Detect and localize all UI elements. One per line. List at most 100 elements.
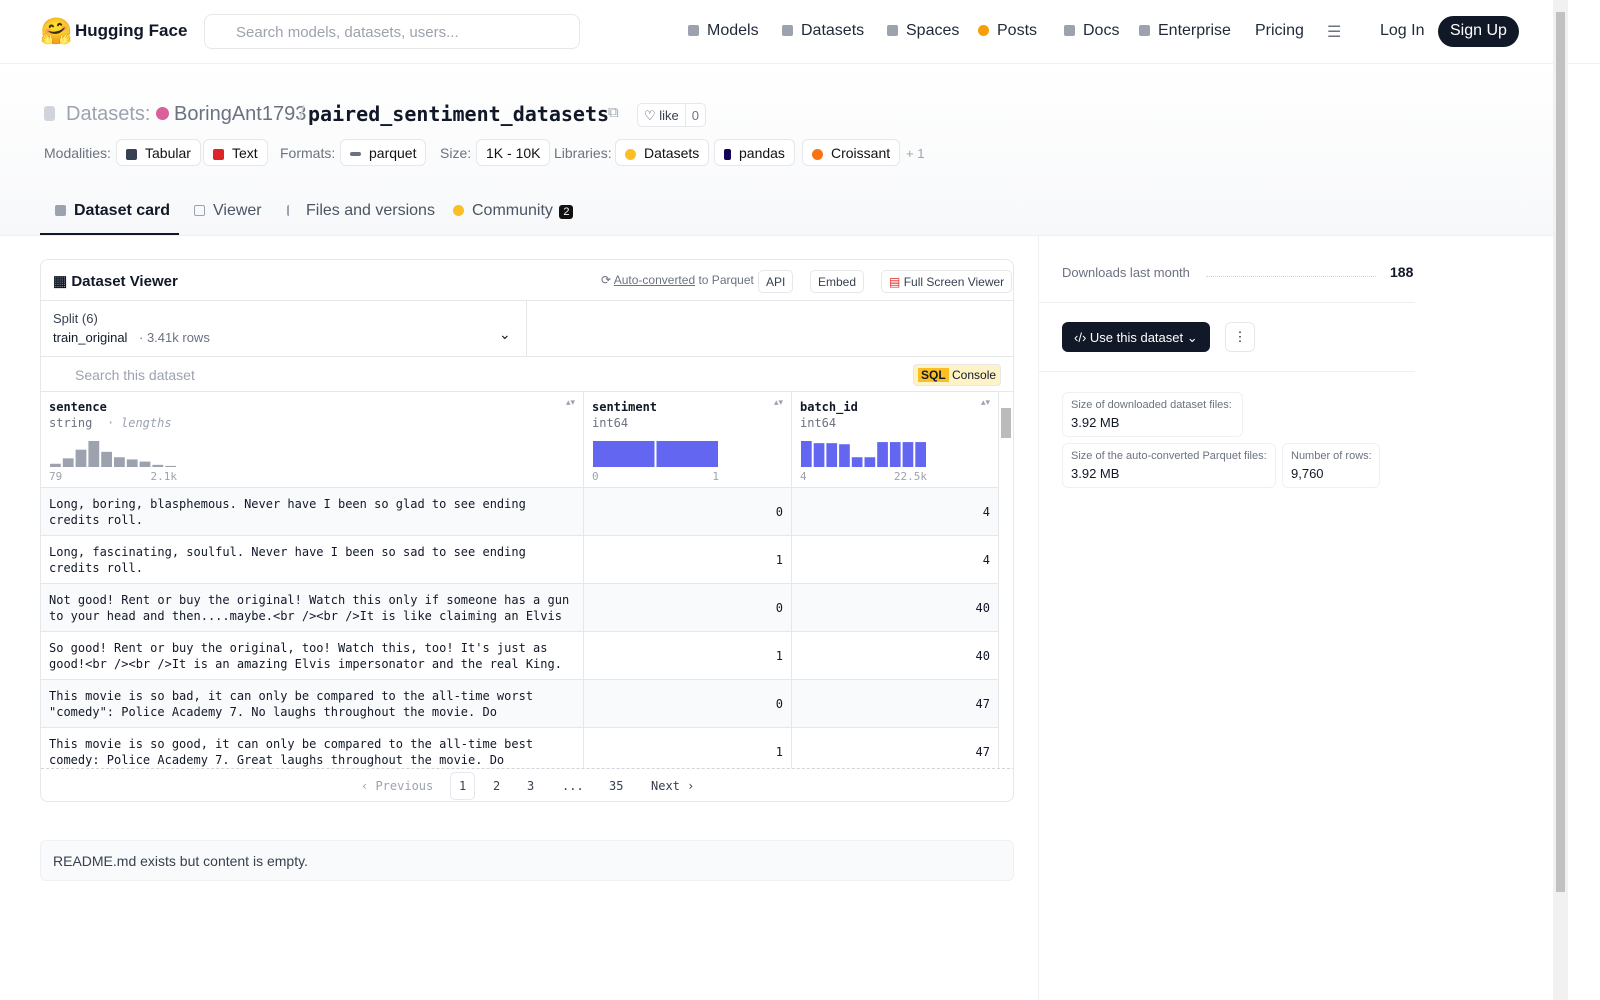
sql-console[interactable]: SQL Console xyxy=(913,364,1002,386)
tag-text: Tabular xyxy=(145,145,191,161)
tag[interactable]: parquet xyxy=(340,139,427,166)
tag[interactable]: Tabular xyxy=(116,139,201,166)
like-label: ♡ like xyxy=(644,108,679,123)
page-link[interactable]: 35 xyxy=(609,779,624,793)
histogram xyxy=(50,441,176,467)
table-cell: 0 xyxy=(584,584,792,632)
cell-text: 0 xyxy=(775,697,783,711)
embed-button[interactable]: Embed xyxy=(810,270,865,293)
tab[interactable]: Viewer xyxy=(194,202,262,220)
column-note: lengths xyxy=(121,416,172,430)
histogram-max: 1 xyxy=(712,470,719,483)
more-button[interactable]: ⋮ xyxy=(1225,322,1255,352)
nav-link[interactable]: Posts xyxy=(978,22,1037,40)
nav-link[interactable]: Pricing xyxy=(1255,22,1304,39)
tags-more[interactable]: + 1 xyxy=(906,146,925,161)
table-cell: 0 xyxy=(584,488,792,536)
copy-button[interactable]: ⧉ xyxy=(608,104,619,121)
tag[interactable]: 1K - 10K xyxy=(476,139,551,166)
tag[interactable]: pandas xyxy=(714,139,795,166)
histogram-min: 4 xyxy=(800,470,807,483)
like-button[interactable]: ♡ like 0 xyxy=(637,103,707,127)
logo-text[interactable]: Hugging Face xyxy=(75,21,188,40)
histogram-bar xyxy=(50,463,61,467)
histogram-min: 0 xyxy=(592,470,599,483)
histogram xyxy=(593,441,718,467)
histogram-bar xyxy=(801,441,812,467)
histogram-bar xyxy=(114,457,125,467)
column-name: sentiment xyxy=(592,400,658,414)
page-link[interactable]: 2 xyxy=(493,779,501,793)
split-select[interactable]: Split (6) train_original · 3.41k rows ⌄ xyxy=(41,300,527,356)
tab[interactable]: Community 2 xyxy=(453,202,574,220)
next-page[interactable]: Next › xyxy=(651,779,695,793)
tab-active[interactable]: Dataset card xyxy=(55,202,170,220)
search-row: Search this dataset SQL Console xyxy=(41,356,1013,392)
auto-converted-link[interactable]: Auto-converted xyxy=(613,273,696,287)
split-name: train_original xyxy=(53,330,128,345)
tag[interactable]: Croissant xyxy=(802,139,901,166)
cell-text: 1 xyxy=(775,649,783,663)
nav-link-text: Docs xyxy=(1083,22,1120,39)
page-current[interactable]: 1 xyxy=(450,772,476,800)
divider xyxy=(1039,371,1415,372)
stat-value: 3.92 MB xyxy=(1071,415,1120,430)
dots xyxy=(1206,276,1376,277)
nav-link[interactable]: Models xyxy=(688,22,759,40)
stat-value: 9,760 xyxy=(1291,466,1324,481)
sort-icon: ▴▾ xyxy=(774,397,784,407)
dataset-search[interactable]: Search this dataset xyxy=(75,367,195,383)
nav-link-text: Posts xyxy=(997,22,1038,39)
page-link[interactable]: 3 xyxy=(527,779,535,793)
nav-link[interactable]: Spaces xyxy=(887,22,959,40)
histogram-max: 2.1k xyxy=(150,470,178,483)
repo-kind: Datasets: xyxy=(66,103,151,125)
use-dataset-button[interactable]: ‹/› Use this dataset ⌄ xyxy=(1062,322,1210,352)
divider xyxy=(1039,302,1415,303)
cell-text: 40 xyxy=(975,649,990,663)
table-cell: 40 xyxy=(792,632,999,680)
tag[interactable]: Text xyxy=(203,139,268,166)
histogram-bar xyxy=(62,458,74,467)
cell-text: This movie is so bad, it can only be com… xyxy=(49,689,534,719)
histogram-bar xyxy=(877,442,888,467)
cell-text: Not good! Rent or buy the original! Watc… xyxy=(49,593,570,623)
histogram-bar xyxy=(915,442,926,467)
downloads-label: Downloads last month xyxy=(1062,265,1190,280)
sidebar: Downloads last month 188 ‹/› Use this da… xyxy=(1039,236,1415,536)
search-box[interactable]: Search models, datasets, users... xyxy=(204,14,580,49)
tag[interactable]: Datasets xyxy=(615,139,710,166)
repo-separator: / xyxy=(299,103,305,125)
tab[interactable]: Files and versions xyxy=(287,202,435,220)
cell-text: So good! Rent or buy the original, too! … xyxy=(49,641,562,671)
nav-link[interactable]: Docs xyxy=(1064,22,1119,40)
table-cell: 47 xyxy=(792,680,999,728)
table-cell: 1 xyxy=(584,632,792,680)
console-text: Console xyxy=(952,368,997,382)
signup-button[interactable]: Sign Up xyxy=(1438,16,1519,47)
fullscreen-button[interactable]: ▤ Full Screen Viewer xyxy=(881,270,1013,293)
nav-link-text: Enterprise xyxy=(1158,22,1231,39)
cell-text: 40 xyxy=(975,601,990,615)
prev-page[interactable]: ‹ Previous xyxy=(361,779,434,793)
histogram-bar xyxy=(126,459,138,467)
api-button[interactable]: API xyxy=(758,270,794,293)
community-count: 2 xyxy=(559,205,574,219)
page-ellipsis: ... xyxy=(562,779,584,793)
repo-owner[interactable]: BoringAnt1793 xyxy=(174,103,307,125)
cell-text: 0 xyxy=(775,505,783,519)
nav-link[interactable]: Datasets xyxy=(782,22,864,40)
search-placeholder: Search models, datasets, users... xyxy=(236,24,459,41)
histogram-bar xyxy=(152,464,164,467)
nav-link[interactable]: Enterprise xyxy=(1139,22,1231,40)
histogram-bar xyxy=(75,449,87,467)
chevron: ⌄ xyxy=(499,326,511,342)
tag-group-label: Libraries: xyxy=(554,145,612,161)
login-link[interactable]: Log In xyxy=(1380,22,1425,39)
more-menu[interactable]: ☰ xyxy=(1327,24,1342,41)
tag-text: parquet xyxy=(369,145,417,161)
tab-text: Files and versions xyxy=(306,202,435,219)
table-cell: This movie is so bad, it can only be com… xyxy=(41,680,584,728)
